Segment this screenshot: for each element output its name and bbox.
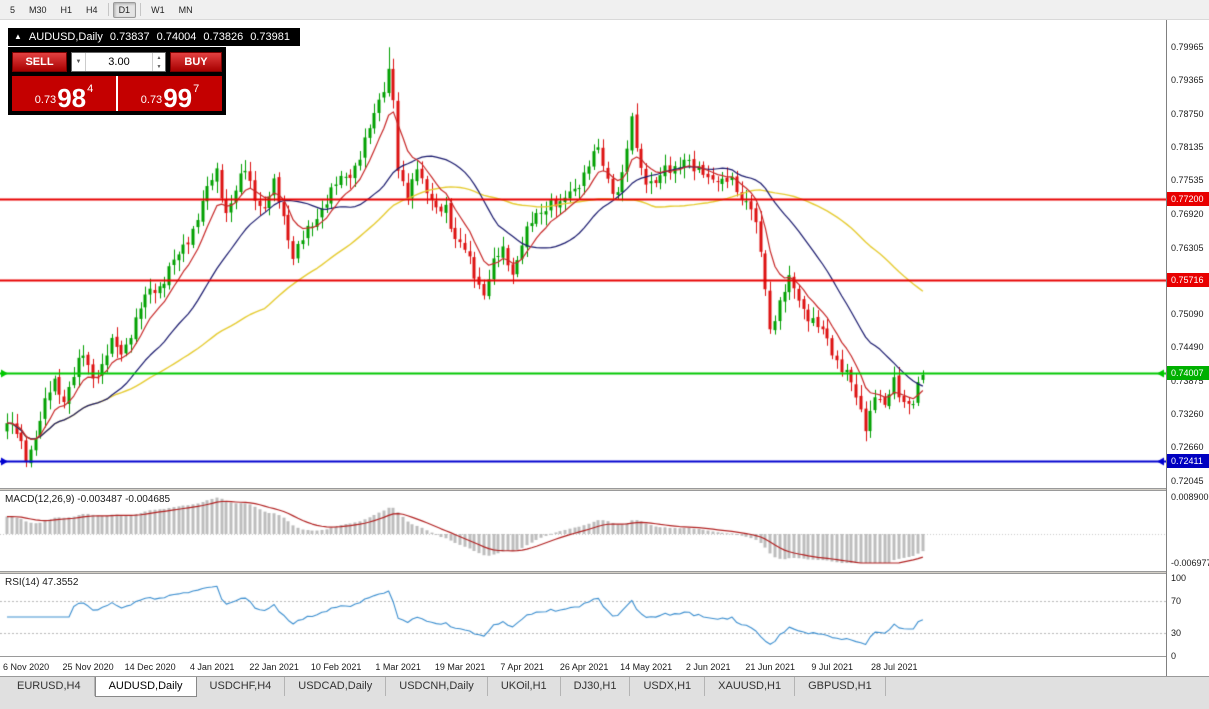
price-axis-label: 0.77535 (1171, 175, 1204, 186)
date-axis-label: 14 May 2021 (620, 662, 673, 672)
price-axis-label: 0.76305 (1171, 242, 1204, 253)
price-level-badge: 0.77200 (1167, 191, 1209, 206)
toolbar-separator (140, 3, 142, 16)
timeframe-button-H1[interactable]: H1 (60, 4, 73, 15)
price-level-badge: 0.75716 (1167, 272, 1209, 287)
macd-header: MACD(12,26,9) -0.003487 -0.004685 (5, 494, 171, 505)
price-level-badge: 0.74007 (1167, 366, 1209, 381)
price-axis[interactable]: 0.79965 0.79365 0.78750 0.78135 0.77535 0.769… (1166, 20, 1209, 676)
chart-tab-ukoil-h1[interactable]: UKOil,H1 (487, 677, 561, 696)
price-axis-label: 0.78750 (1171, 108, 1204, 119)
lot-spin-down-icon[interactable]: ▼ (156, 63, 162, 70)
ohlc-low: 0.73826 (203, 31, 244, 43)
chart-tab-usdchf-h4[interactable]: USDCHF,H4 (196, 677, 286, 696)
ohlc-open: 0.73837 (109, 31, 150, 43)
timeframe-button-5[interactable]: 5 (10, 4, 16, 15)
macd-canvas[interactable] (0, 491, 1166, 571)
symbol-direction-icon: ▲ (14, 32, 22, 41)
sell-button[interactable]: SELL (12, 52, 67, 72)
time-axis[interactable]: 6 Nov 2020 25 Nov 2020 14 Dec 2020 4 Jan 20… (0, 656, 1166, 677)
panel-divider[interactable] (0, 571, 1209, 574)
sell-price-big: 98 (57, 82, 87, 113)
chart-ohlc-info: ▲ AUDUSD,Daily 0.73837 0.74004 0.73826 0… (8, 28, 300, 46)
rsi-canvas[interactable] (0, 574, 1166, 656)
date-axis-label: 22 Jan 2021 (249, 662, 299, 672)
macd-axis-label: 0.008900 (1171, 492, 1209, 502)
buy-price-small: 0.73 (140, 94, 163, 106)
price-axis-label: 0.79965 (1171, 42, 1204, 52)
rsi-axis-label: 70 (1171, 596, 1182, 607)
buy-button[interactable]: BUY (170, 52, 222, 72)
chart-tab-eurusd-h4[interactable]: EURUSD,H4 (4, 677, 95, 696)
lot-size-control: ▼ 3.00 ▲ ▼ (71, 52, 166, 72)
date-axis-label: 19 Mar 2021 (434, 662, 486, 672)
rsi-header: RSI(14) 47.3552 (5, 577, 79, 588)
macd-axis-label: -0.006977 (1171, 558, 1209, 568)
price-axis-label: 0.72660 (1171, 442, 1204, 453)
price-axis-label: 0.73875 (1171, 375, 1204, 386)
date-axis-label: 28 Jul 2021 (870, 662, 918, 672)
chart-tab-audusd-daily[interactable]: AUDUSD,Daily (94, 677, 197, 697)
chart-tab-usdcnh-daily[interactable]: USDCNH,Daily (386, 677, 488, 696)
lot-dropdown-icon[interactable]: ▼ (72, 53, 86, 71)
sell-price-sup: 4 (87, 83, 94, 95)
timeframe-button-H4[interactable]: H4 (86, 4, 98, 15)
timeframe-button-MN[interactable]: MN (178, 4, 193, 15)
date-axis-label: 14 Dec 2020 (124, 662, 176, 672)
date-axis-label: 10 Feb 2021 (310, 662, 362, 672)
price-axis-label: 0.72045 (1171, 475, 1204, 486)
buy-price-box[interactable]: 0.73 99 7 (118, 76, 222, 111)
rsi-axis-label: 100 (1171, 573, 1187, 583)
date-axis-label: 6 Nov 2020 (3, 662, 50, 672)
price-axis-label: 0.73260 (1171, 409, 1204, 420)
buy-price-sup: 7 (193, 83, 200, 95)
lot-size-value[interactable]: 3.00 (108, 56, 130, 68)
chart-tab-usdx-h1[interactable]: USDX,H1 (630, 677, 706, 696)
timeframe-button-W1[interactable]: W1 (151, 4, 165, 15)
sell-price-small: 0.73 (34, 94, 57, 106)
price-level-badge: 0.72411 (1167, 453, 1209, 468)
sell-price-box[interactable]: 0.73 98 4 (12, 76, 118, 111)
date-axis-label: 25 Nov 2020 (62, 662, 114, 672)
price-axis-label: 0.76920 (1171, 208, 1204, 219)
date-axis-label: 4 Jan 2021 (189, 662, 235, 672)
panel-divider[interactable] (0, 488, 1209, 491)
ohlc-close: 0.73981 (250, 31, 290, 43)
timeframe-button-D1[interactable]: D1 (112, 1, 137, 18)
chart-tab-dj30-h1[interactable]: DJ30,H1 (560, 677, 631, 696)
date-axis-label: 21 Jun 2021 (745, 662, 795, 672)
rsi-axis-label: 30 (1171, 627, 1182, 638)
date-axis-label: 26 Apr 2021 (559, 662, 609, 672)
lot-spin-up-icon[interactable]: ▲ (156, 54, 162, 61)
toolbar-separator (107, 3, 109, 16)
timeframe-button-M30[interactable]: M30 (29, 4, 47, 15)
one-click-trading-panel: SELL ▼ 3.00 ▲ ▼ BUY 0.73 98 4 (8, 47, 226, 115)
price-axis-label: 0.79365 (1171, 74, 1204, 85)
price-axis-label: 0.75090 (1171, 309, 1204, 320)
timeframe-toolbar: 5 M30 H1 H4 D1 W1 MN (0, 0, 1209, 20)
chart-symbol-label: AUDUSD,Daily (28, 31, 103, 43)
date-axis-label: 9 Jul 2021 (811, 662, 853, 672)
date-axis-label: 7 Apr 2021 (500, 662, 544, 672)
rsi-axis-label: 0 (1171, 651, 1177, 661)
chart-tab-xauusd-h1[interactable]: XAUUSD,H1 (705, 677, 796, 696)
ohlc-high: 0.74004 (156, 31, 197, 43)
chart-tab-bar: EURUSD,H4 AUDUSD,Daily USDCHF,H4 USDCAD,Dai… (0, 676, 1209, 709)
price-axis-label: 0.74490 (1171, 342, 1204, 352)
chart-tab-gbpusd-h1[interactable]: GBPUSD,H1 (795, 677, 886, 696)
date-axis-label: 2 Jun 2021 (685, 662, 731, 672)
buy-price-big: 99 (163, 82, 193, 113)
lot-spinner: ▲ ▼ (152, 53, 165, 71)
chart-tab-usdcad-daily[interactable]: USDCAD,Daily (285, 677, 387, 696)
chart-window: ▲ AUDUSD,Daily 0.73837 0.74004 0.73826 0… (0, 20, 1209, 676)
price-axis-label: 0.78135 (1171, 142, 1204, 153)
date-axis-label: 1 Mar 2021 (375, 662, 421, 672)
